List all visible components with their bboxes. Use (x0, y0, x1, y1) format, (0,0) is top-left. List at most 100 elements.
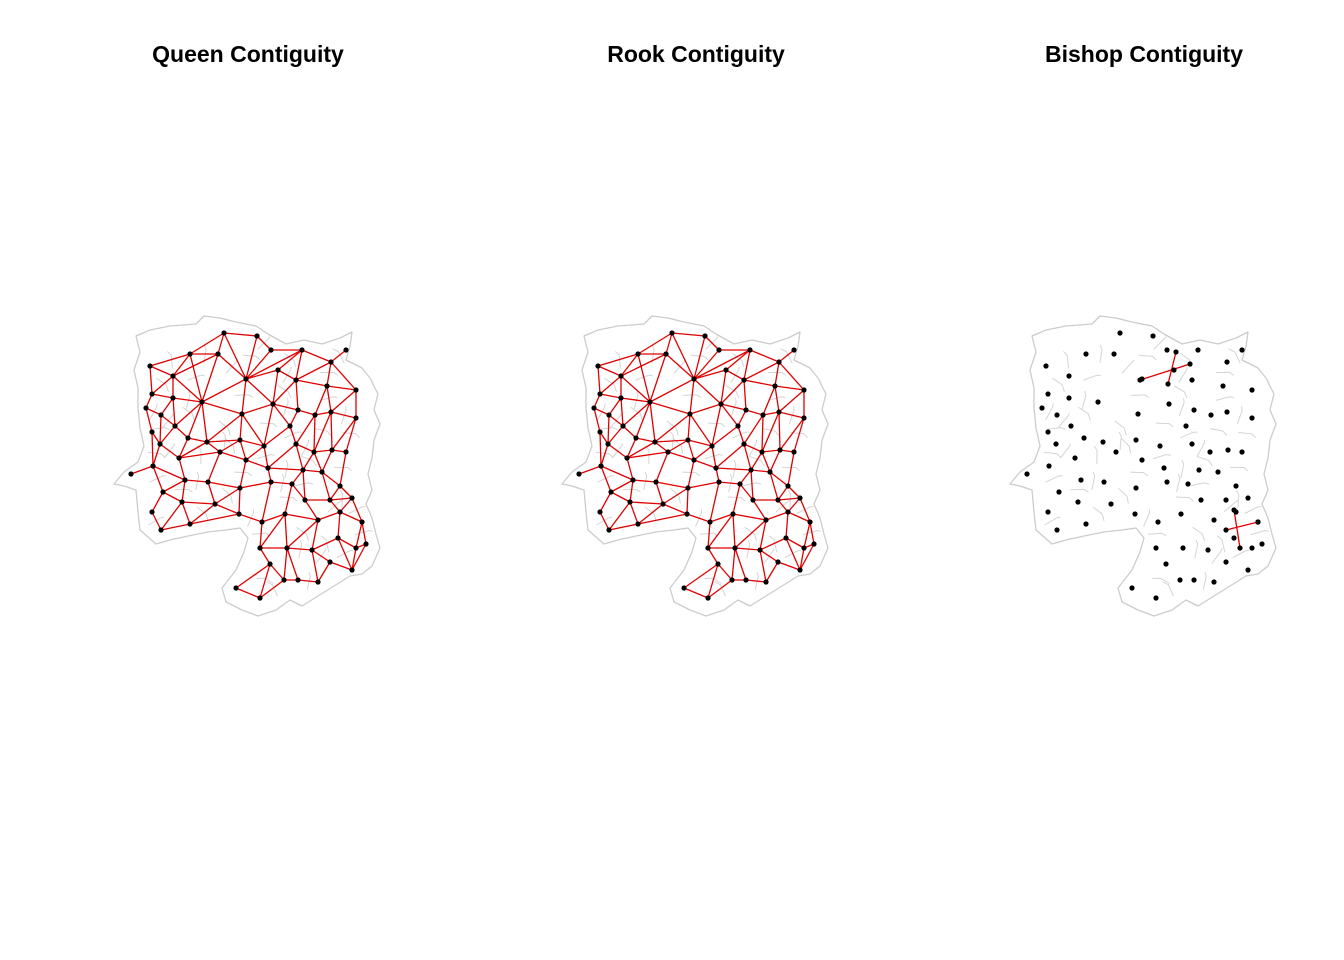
neighbor-link (267, 443, 297, 469)
neighbor-link (151, 393, 174, 399)
neighbor-link (272, 379, 297, 405)
neighbor-link (159, 443, 180, 459)
region-centroid (1177, 577, 1183, 583)
neighbor-link (339, 511, 363, 523)
neighbor-link (683, 587, 709, 599)
neighbor-link (245, 335, 258, 380)
neighbor-link (259, 547, 271, 565)
region-centroid (1072, 455, 1078, 461)
neighbor-link (277, 349, 303, 371)
neighbor-link (687, 481, 720, 489)
neighbor-link (317, 511, 341, 521)
region-centroid (760, 412, 766, 418)
region-centroid (1054, 527, 1060, 533)
neighbor-link (687, 459, 695, 489)
neighbor-link (785, 537, 801, 571)
neighbor-link (223, 332, 247, 380)
neighbor-link (295, 443, 315, 453)
region-centroid (254, 333, 260, 339)
neighbor-link (600, 465, 634, 481)
neighbor-link (743, 379, 776, 387)
neighbor-link (731, 547, 736, 581)
neighbor-link (693, 378, 722, 405)
region-borders (595, 336, 822, 597)
neighbor-link (152, 465, 164, 493)
neighbor-link (693, 349, 720, 380)
region-centroid (1045, 429, 1051, 435)
region-centroid (716, 479, 722, 485)
region-centroid (1231, 535, 1237, 541)
neighbor-link (206, 441, 221, 453)
region-centroid (149, 429, 155, 435)
region-centroid (605, 441, 611, 447)
region-centroid (620, 423, 626, 429)
region-centroid (715, 561, 721, 567)
neighbor-link (331, 417, 357, 451)
region-centroid (759, 449, 765, 455)
region-centroid (150, 463, 156, 469)
neighbor-link (635, 437, 656, 443)
neighbor-link (302, 469, 323, 473)
region-centroid (302, 497, 308, 503)
neighbor-link (311, 537, 339, 551)
neighbor-link (345, 417, 357, 453)
neighbor-link (339, 485, 353, 499)
region-centroid (608, 489, 614, 495)
neighbor-link (289, 425, 297, 445)
region-centroid (1255, 519, 1261, 525)
neighbor-link (149, 365, 174, 377)
neighbor-link (178, 441, 208, 459)
neighbor-link (600, 465, 612, 493)
neighbor-link (245, 378, 274, 405)
neighbor-link (597, 365, 622, 377)
neighbor-link (629, 501, 664, 505)
region-centroid (128, 471, 134, 477)
panel-title-rook: Rook Contiguity (607, 41, 785, 67)
neighbor-link (608, 397, 622, 416)
neighbor-link (787, 497, 801, 513)
region-centroid (257, 545, 263, 551)
region-centroid (684, 511, 690, 517)
neighbor-link (160, 501, 183, 531)
neighbor-link (241, 413, 265, 447)
neighbor-link (263, 403, 274, 447)
neighbor-link (707, 521, 711, 549)
neighbor-link (201, 353, 219, 403)
neighbor-link (245, 459, 269, 469)
neighbor-link (337, 537, 357, 549)
region-centroid (653, 479, 659, 485)
neighbor-link (206, 439, 241, 443)
region-centroid (630, 477, 636, 483)
neighbor-link (361, 521, 367, 545)
neighbor-link (750, 469, 771, 473)
region-centroid (1066, 395, 1072, 401)
region-centroid (309, 547, 315, 553)
neighbor-link (778, 411, 781, 451)
neighbor-link (162, 491, 183, 503)
neighbor-link (759, 519, 767, 551)
neighbor-link (295, 379, 299, 411)
neighbor-link (286, 519, 319, 549)
region-centroid (707, 519, 713, 525)
neighbor-link (245, 445, 265, 461)
neighbor-link (151, 431, 154, 467)
neighbor-link (239, 413, 243, 441)
region-centroid (1189, 441, 1195, 447)
neighbor-link (734, 547, 761, 551)
neighbor-link (607, 425, 624, 445)
neighbor-link (725, 349, 751, 371)
region-centroid (723, 367, 729, 373)
region-centroid (1195, 347, 1201, 353)
region-centroid (1153, 545, 1159, 551)
region-centroid (1191, 577, 1197, 583)
neighbor-link (149, 353, 191, 367)
neighbor-link (620, 353, 667, 377)
neighbor-link (351, 497, 363, 523)
neighbor-link (259, 521, 263, 549)
neighbor-link (777, 485, 789, 501)
neighbor-link (635, 401, 651, 439)
region-centroid (353, 415, 359, 421)
panel-queen: Queen Contiguity (113, 41, 381, 617)
neighbor-link (130, 465, 154, 475)
region-centroid (597, 429, 603, 435)
